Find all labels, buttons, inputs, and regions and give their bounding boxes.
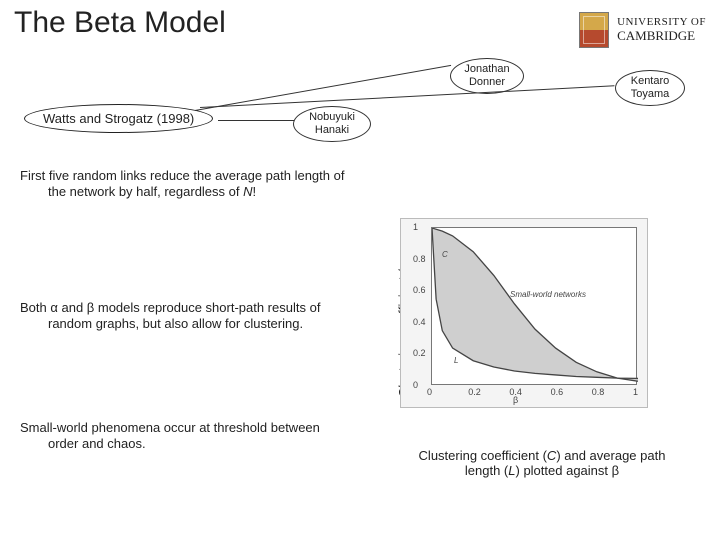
xtick: 0.8 (592, 387, 605, 397)
connector-line (218, 120, 294, 121)
cap-b: C (547, 448, 556, 463)
para1-c: ! (253, 184, 257, 199)
callout-toyama: Kentaro Toyama (615, 70, 685, 106)
series-label-c: C (442, 250, 448, 259)
chart-region: Clustering coefficient / Small-world net… (400, 218, 648, 408)
chart-svg (432, 228, 638, 386)
chart-annot: Small-world networks (510, 290, 586, 299)
xtick: 0.4 (509, 387, 522, 397)
callout-donner: Jonathan Donner (450, 58, 524, 94)
crest-icon (579, 12, 609, 48)
university-logo: UNIVERSITY OF CAMBRIDGE (579, 12, 706, 48)
chart-caption: Clustering coefficient (C) and average p… (412, 448, 672, 478)
ytick: 0.4 (413, 317, 426, 327)
series-label-l: L (454, 356, 458, 365)
university-text: UNIVERSITY OF CAMBRIDGE (617, 17, 706, 42)
ytick: 0.6 (413, 285, 426, 295)
ytick: 0.2 (413, 348, 426, 358)
chart-plotarea: Small-world networks C L (431, 227, 637, 385)
para1-n: N (243, 184, 252, 199)
xtick: 0 (427, 387, 432, 397)
chart-panel: Small-world networks C L β 00.20.40.60.8… (400, 218, 648, 408)
xtick: 1 (633, 387, 638, 397)
cap-a: Clustering coefficient ( (419, 448, 547, 463)
cap-d: L (508, 463, 515, 478)
callout-hanaki: Nobuyuki Hanaki (293, 106, 371, 142)
para-2: Both α and β models reproduce short-path… (20, 300, 330, 333)
para-3: Small-world phenomena occur at threshold… (20, 420, 320, 453)
ytick: 1 (413, 222, 418, 232)
para-1: First five random links reduce the avera… (20, 168, 355, 201)
page-title: The Beta Model (14, 6, 226, 40)
xtick: 0.6 (551, 387, 564, 397)
cap-e: ) plotted against β (516, 463, 620, 478)
xtick: 0.2 (468, 387, 481, 397)
para1-a: First five random links reduce the avera… (20, 168, 344, 199)
university-line2: CAMBRIDGE (617, 29, 706, 43)
connector-line (200, 85, 614, 108)
connector-line (195, 65, 451, 111)
ytick: 0 (413, 380, 418, 390)
subtitle-ellipse: Watts and Strogatz (1998) (24, 104, 213, 133)
ytick: 0.8 (413, 254, 426, 264)
